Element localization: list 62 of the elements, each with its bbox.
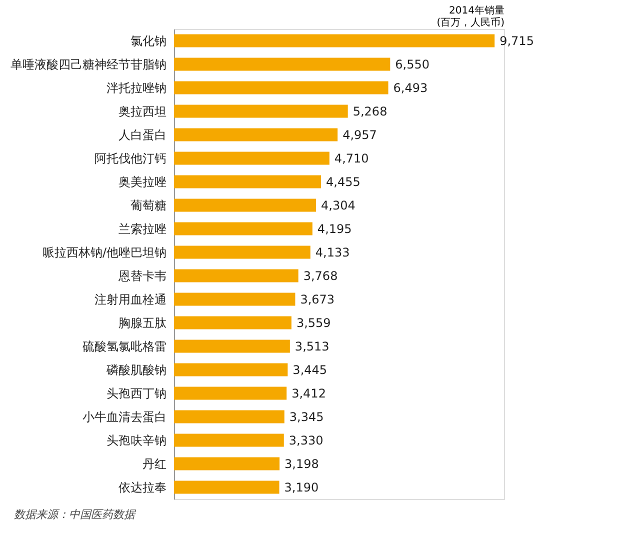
bar xyxy=(174,246,310,259)
bar xyxy=(174,434,284,447)
x-axis-title: 2014年销量 (百万，人民币) xyxy=(436,4,505,28)
y-tick-label: 硫酸氢氯吡格雷 xyxy=(82,339,166,354)
bar xyxy=(174,104,348,118)
data-label: 4,195 xyxy=(317,222,352,236)
y-tick-label: 胸腺五肽 xyxy=(118,316,166,330)
bar xyxy=(174,340,290,353)
data-label: 4,957 xyxy=(342,128,377,142)
bar xyxy=(174,175,322,188)
y-tick-label: 小牛血清去蛋白 xyxy=(82,410,166,424)
y-tick-label: 氯化钠 xyxy=(130,34,166,48)
bar xyxy=(174,363,288,376)
bar xyxy=(174,34,495,48)
y-tick-label: 葡萄糖 xyxy=(130,198,166,212)
y-tick-label: 头孢西丁钠 xyxy=(106,386,166,400)
data-label: 5,268 xyxy=(352,104,388,118)
y-tick-label: 阿托伐他汀钙 xyxy=(94,151,166,166)
y-tick-label: 奥拉西坦 xyxy=(118,104,166,118)
y-tick-label: 哌拉西林钠/他唑巴坦钠 xyxy=(42,245,166,260)
bar xyxy=(174,457,280,470)
bar xyxy=(174,316,292,330)
data-label: 3,190 xyxy=(284,480,319,494)
data-label: 6,493 xyxy=(393,80,428,95)
bar xyxy=(174,480,280,494)
data-label: 3,673 xyxy=(300,292,335,306)
data-label: 3,345 xyxy=(289,410,324,424)
data-label: 9,715 xyxy=(500,34,534,48)
data-label: 3,445 xyxy=(292,362,328,377)
data-label: 3,198 xyxy=(284,456,319,471)
bar xyxy=(174,81,388,94)
bar xyxy=(174,58,390,71)
data-label: 4,304 xyxy=(321,198,356,212)
bar xyxy=(174,152,330,165)
bar xyxy=(174,269,298,282)
y-tick-label: 兰索拉唑 xyxy=(118,222,166,236)
data-label: 3,559 xyxy=(296,316,331,330)
data-label: 3,768 xyxy=(303,268,338,283)
data-label: 4,133 xyxy=(315,245,350,260)
source-note: 数据来源：中国医药数据 xyxy=(14,508,137,521)
bar xyxy=(174,410,284,424)
data-label: 3,513 xyxy=(294,339,330,354)
bar xyxy=(174,222,312,236)
bar xyxy=(174,386,287,400)
y-tick-label: 头孢呋辛钠 xyxy=(106,433,166,448)
y-tick-label: 丹红 xyxy=(142,456,166,471)
y-tick-label: 磷酸肌酸钠 xyxy=(106,362,166,377)
data-label: 3,330 xyxy=(288,433,324,448)
y-tick-label: 单唾液酸四己糖神经节苷脂钠 xyxy=(10,57,166,72)
y-tick-label: 奥美拉唑 xyxy=(118,174,166,189)
data-label: 6,550 xyxy=(395,57,430,72)
data-label: 4,455 xyxy=(326,174,360,189)
y-tick-label: 恩替卡韦 xyxy=(118,268,166,283)
y-tick-label: 泮托拉唑钠 xyxy=(106,80,166,95)
data-label: 4,710 xyxy=(334,151,369,166)
y-tick-label: 依达拉奉 xyxy=(118,480,166,494)
y-tick-label: 注射用血栓通 xyxy=(94,292,166,306)
bar xyxy=(174,292,296,306)
y-tick-label: 人白蛋白 xyxy=(118,128,166,142)
bar xyxy=(174,198,316,212)
data-label: 3,412 xyxy=(292,386,326,400)
bar xyxy=(174,128,338,142)
